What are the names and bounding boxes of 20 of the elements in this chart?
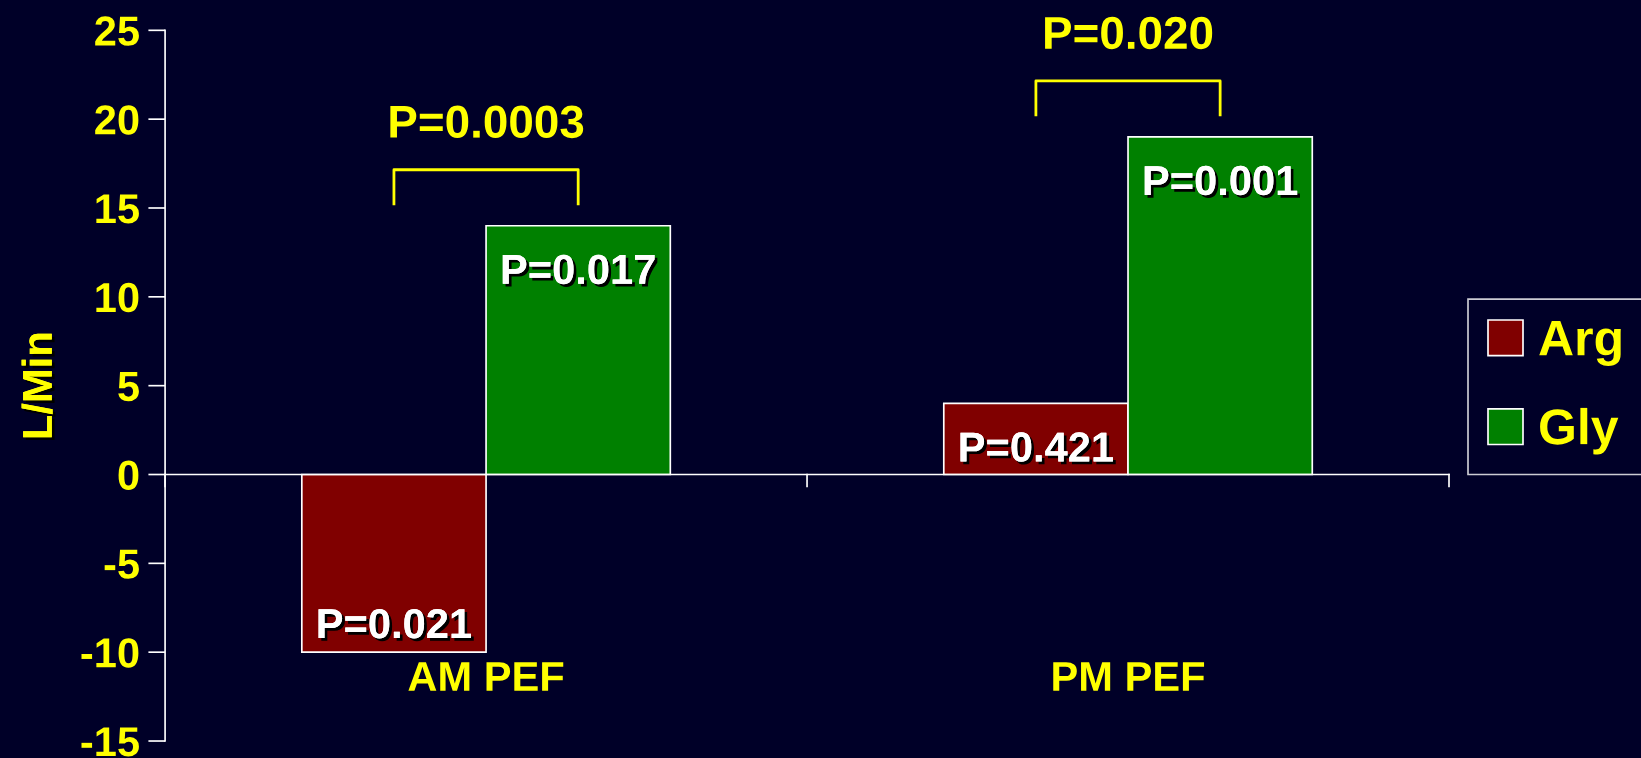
y-tick-label: -10	[81, 638, 139, 668]
legend-label: Gly	[1540, 407, 1619, 455]
y-tick-label: -15	[81, 727, 139, 757]
y-tick-label: 0	[118, 460, 139, 491]
x-tick-label: PM PEF	[1053, 662, 1205, 691]
y-tick-label: 25	[95, 16, 139, 46]
y-tick-label: -5	[104, 549, 139, 579]
x-tick-label: AM PEF	[408, 662, 564, 691]
legend-label: Arg	[1539, 320, 1621, 366]
y-tick-label: 20	[95, 105, 139, 135]
y-tick-label: 15	[96, 194, 139, 224]
annotation: P=0.421	[960, 432, 1116, 465]
annotation: P=0.017	[502, 254, 658, 287]
y-tick-label: 10	[96, 282, 139, 313]
annotation: P=0.0003	[390, 105, 584, 139]
annotation: P=0.020	[1045, 16, 1213, 50]
y-axis-title: L/Min	[21, 333, 56, 441]
annotation: P=0.001	[1144, 165, 1300, 199]
y-tick-label: 5	[118, 372, 139, 402]
annotation: P=0.021	[318, 608, 474, 642]
